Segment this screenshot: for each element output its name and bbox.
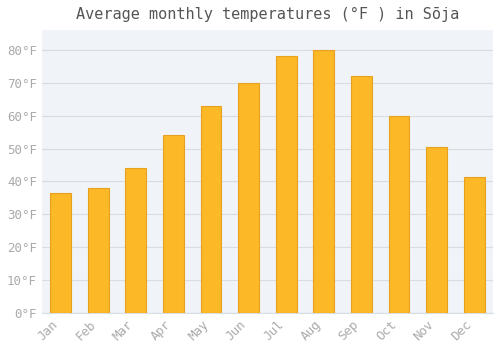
Bar [126, 168, 146, 313]
Bar [200, 106, 222, 313]
Title: Average monthly temperatures (°F ) in Sōja: Average monthly temperatures (°F ) in Sō… [76, 7, 459, 22]
Bar [238, 83, 259, 313]
Bar [50, 193, 71, 313]
Bar [388, 116, 409, 313]
Bar [314, 50, 334, 313]
Bar [276, 56, 296, 313]
Bar [163, 135, 184, 313]
Bar [464, 176, 484, 313]
Bar [426, 147, 447, 313]
Bar [88, 188, 108, 313]
Bar [351, 76, 372, 313]
